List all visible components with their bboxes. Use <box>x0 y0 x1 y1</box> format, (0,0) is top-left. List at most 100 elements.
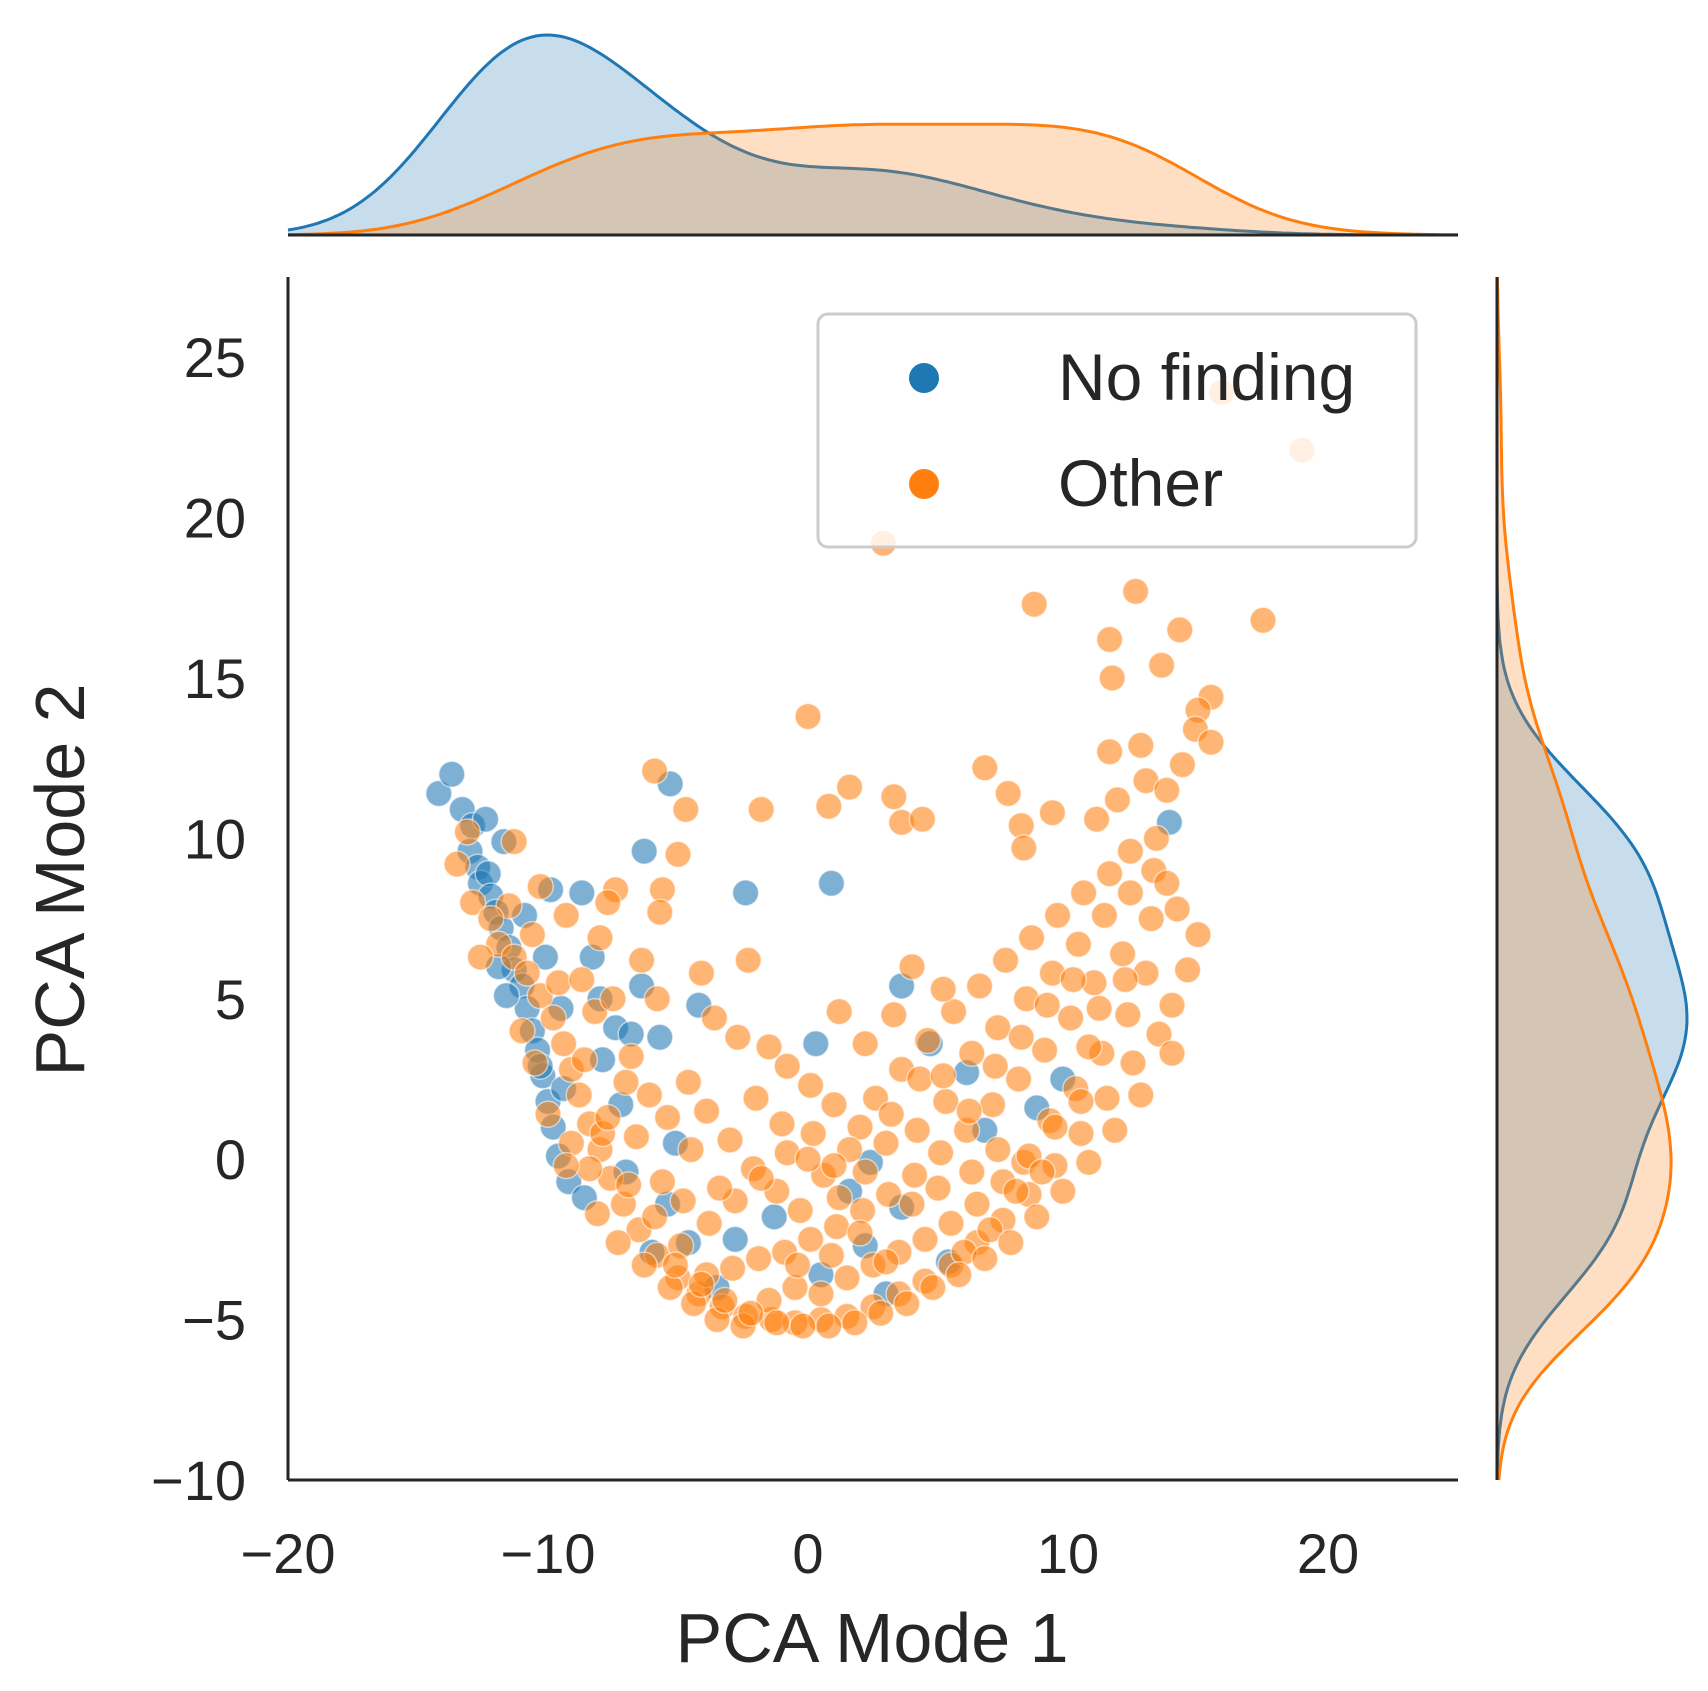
point-other-133 <box>939 997 968 1026</box>
axis-ticks: −20 −10 0 10 20 −10 −5 0 5 10 15 20 25 <box>151 326 1359 1585</box>
point-other-117 <box>773 1052 801 1080</box>
point-other-3 <box>1121 577 1150 606</box>
point-other-235 <box>1158 1039 1186 1068</box>
point-no-finding-50 <box>531 943 560 971</box>
point-other-231 <box>677 1135 705 1164</box>
y-tick-label: 25 <box>184 326 246 389</box>
point-other-257 <box>526 872 554 901</box>
point-other-201 <box>929 1062 957 1090</box>
legend-label-other: Other <box>1058 446 1223 520</box>
point-no-finding-54 <box>760 1203 788 1231</box>
point-other-178 <box>911 1225 939 1254</box>
point-other-251 <box>737 1299 765 1327</box>
point-other-132 <box>913 1026 942 1055</box>
point-other-109 <box>518 920 547 949</box>
point-other-180 <box>963 1190 991 1218</box>
point-other-199 <box>877 1100 905 1129</box>
kde-y-line-other <box>1496 277 1673 1481</box>
point-other-241 <box>997 1228 1025 1257</box>
point-other-207 <box>1085 994 1113 1023</box>
point-other-219 <box>976 1216 1004 1244</box>
point-other-248 <box>815 1312 843 1340</box>
point-other-154 <box>932 1087 960 1116</box>
point-other-191 <box>669 1187 697 1215</box>
point-other-112 <box>687 959 716 987</box>
point-no-finding-36 <box>646 1023 674 1052</box>
point-other-189 <box>622 1122 651 1151</box>
point-other-6 <box>1166 616 1194 644</box>
point-other-89 <box>1030 1036 1059 1064</box>
y-tick-label: 5 <box>215 968 246 1031</box>
point-other-38 <box>1010 834 1038 862</box>
y-tick-label: −5 <box>182 1289 246 1352</box>
point-other-39 <box>1116 837 1145 865</box>
point-other-19 <box>640 757 669 785</box>
y-tick-label: 10 <box>184 807 246 870</box>
point-other-85 <box>1137 904 1165 933</box>
x-tick-label: −20 <box>241 1522 336 1585</box>
point-other-187 <box>594 1103 622 1132</box>
point-other-36 <box>500 827 528 856</box>
point-no-finding-49 <box>492 981 521 1010</box>
point-other-141 <box>929 975 957 1003</box>
point-no-finding-39 <box>802 1029 830 1058</box>
point-other-127 <box>786 1196 814 1225</box>
point-other-214 <box>846 1219 874 1247</box>
point-other-110 <box>627 946 656 975</box>
point-other-164 <box>1153 869 1181 898</box>
point-other-228 <box>617 1042 645 1071</box>
point-other-190 <box>648 1167 677 1196</box>
point-other-215 <box>872 1248 900 1276</box>
point-other-153 <box>906 1065 934 1093</box>
point-other-166 <box>604 1228 632 1257</box>
top-marginal-kde <box>287 33 1458 237</box>
point-no-finding-23 <box>568 879 596 907</box>
point-other-120 <box>846 1113 874 1141</box>
point-other-165 <box>583 1199 612 1228</box>
point-other-137 <box>1043 901 1072 930</box>
point-no-finding-65 <box>721 1225 749 1254</box>
point-other-116 <box>755 1033 783 1061</box>
kde-x-line-no-finding <box>287 33 1458 237</box>
point-other-123 <box>692 1097 721 1125</box>
y-tick-label: 0 <box>215 1128 246 1191</box>
point-other-179 <box>937 1209 965 1238</box>
point-other-24 <box>1153 776 1181 805</box>
point-other-12 <box>794 702 822 731</box>
point-other-33 <box>1082 805 1111 833</box>
x-axis-label: PCA Mode 1 <box>676 1599 1069 1677</box>
point-other-81 <box>1145 1020 1173 1048</box>
axes-spines <box>286 233 1499 1482</box>
point-other-84 <box>1184 920 1212 949</box>
point-other-208 <box>1111 965 1139 994</box>
point-other-98 <box>796 1225 825 1254</box>
point-other-255 <box>508 1017 536 1045</box>
point-other-97 <box>822 1212 851 1241</box>
point-other-161 <box>1114 1001 1142 1029</box>
point-other-134 <box>965 972 994 1000</box>
point-other-16 <box>1127 731 1155 760</box>
point-other-155 <box>958 1158 986 1186</box>
point-other-151 <box>851 1029 879 1058</box>
point-other-88 <box>1056 1004 1085 1032</box>
point-other-254 <box>661 1251 690 1279</box>
point-other-46 <box>458 888 487 917</box>
point-other-188 <box>612 1068 640 1096</box>
x-tick-label: 20 <box>1297 1522 1359 1585</box>
kde-x-fill-other <box>288 124 1458 235</box>
point-other-4 <box>1020 590 1048 618</box>
point-other-223 <box>534 1100 562 1129</box>
point-other-95 <box>874 1180 903 1209</box>
point-other-118 <box>796 1071 825 1100</box>
point-other-28 <box>747 795 775 824</box>
point-other-136 <box>1017 924 1046 952</box>
point-other-211 <box>768 1110 796 1138</box>
point-other-78 <box>1067 1119 1095 1148</box>
point-other-252 <box>711 1286 739 1315</box>
point-other-35 <box>453 818 482 846</box>
point-no-finding-1 <box>438 760 466 788</box>
point-other-93 <box>926 1139 955 1167</box>
point-other-37 <box>664 840 692 869</box>
point-other-222 <box>521 1049 549 1077</box>
